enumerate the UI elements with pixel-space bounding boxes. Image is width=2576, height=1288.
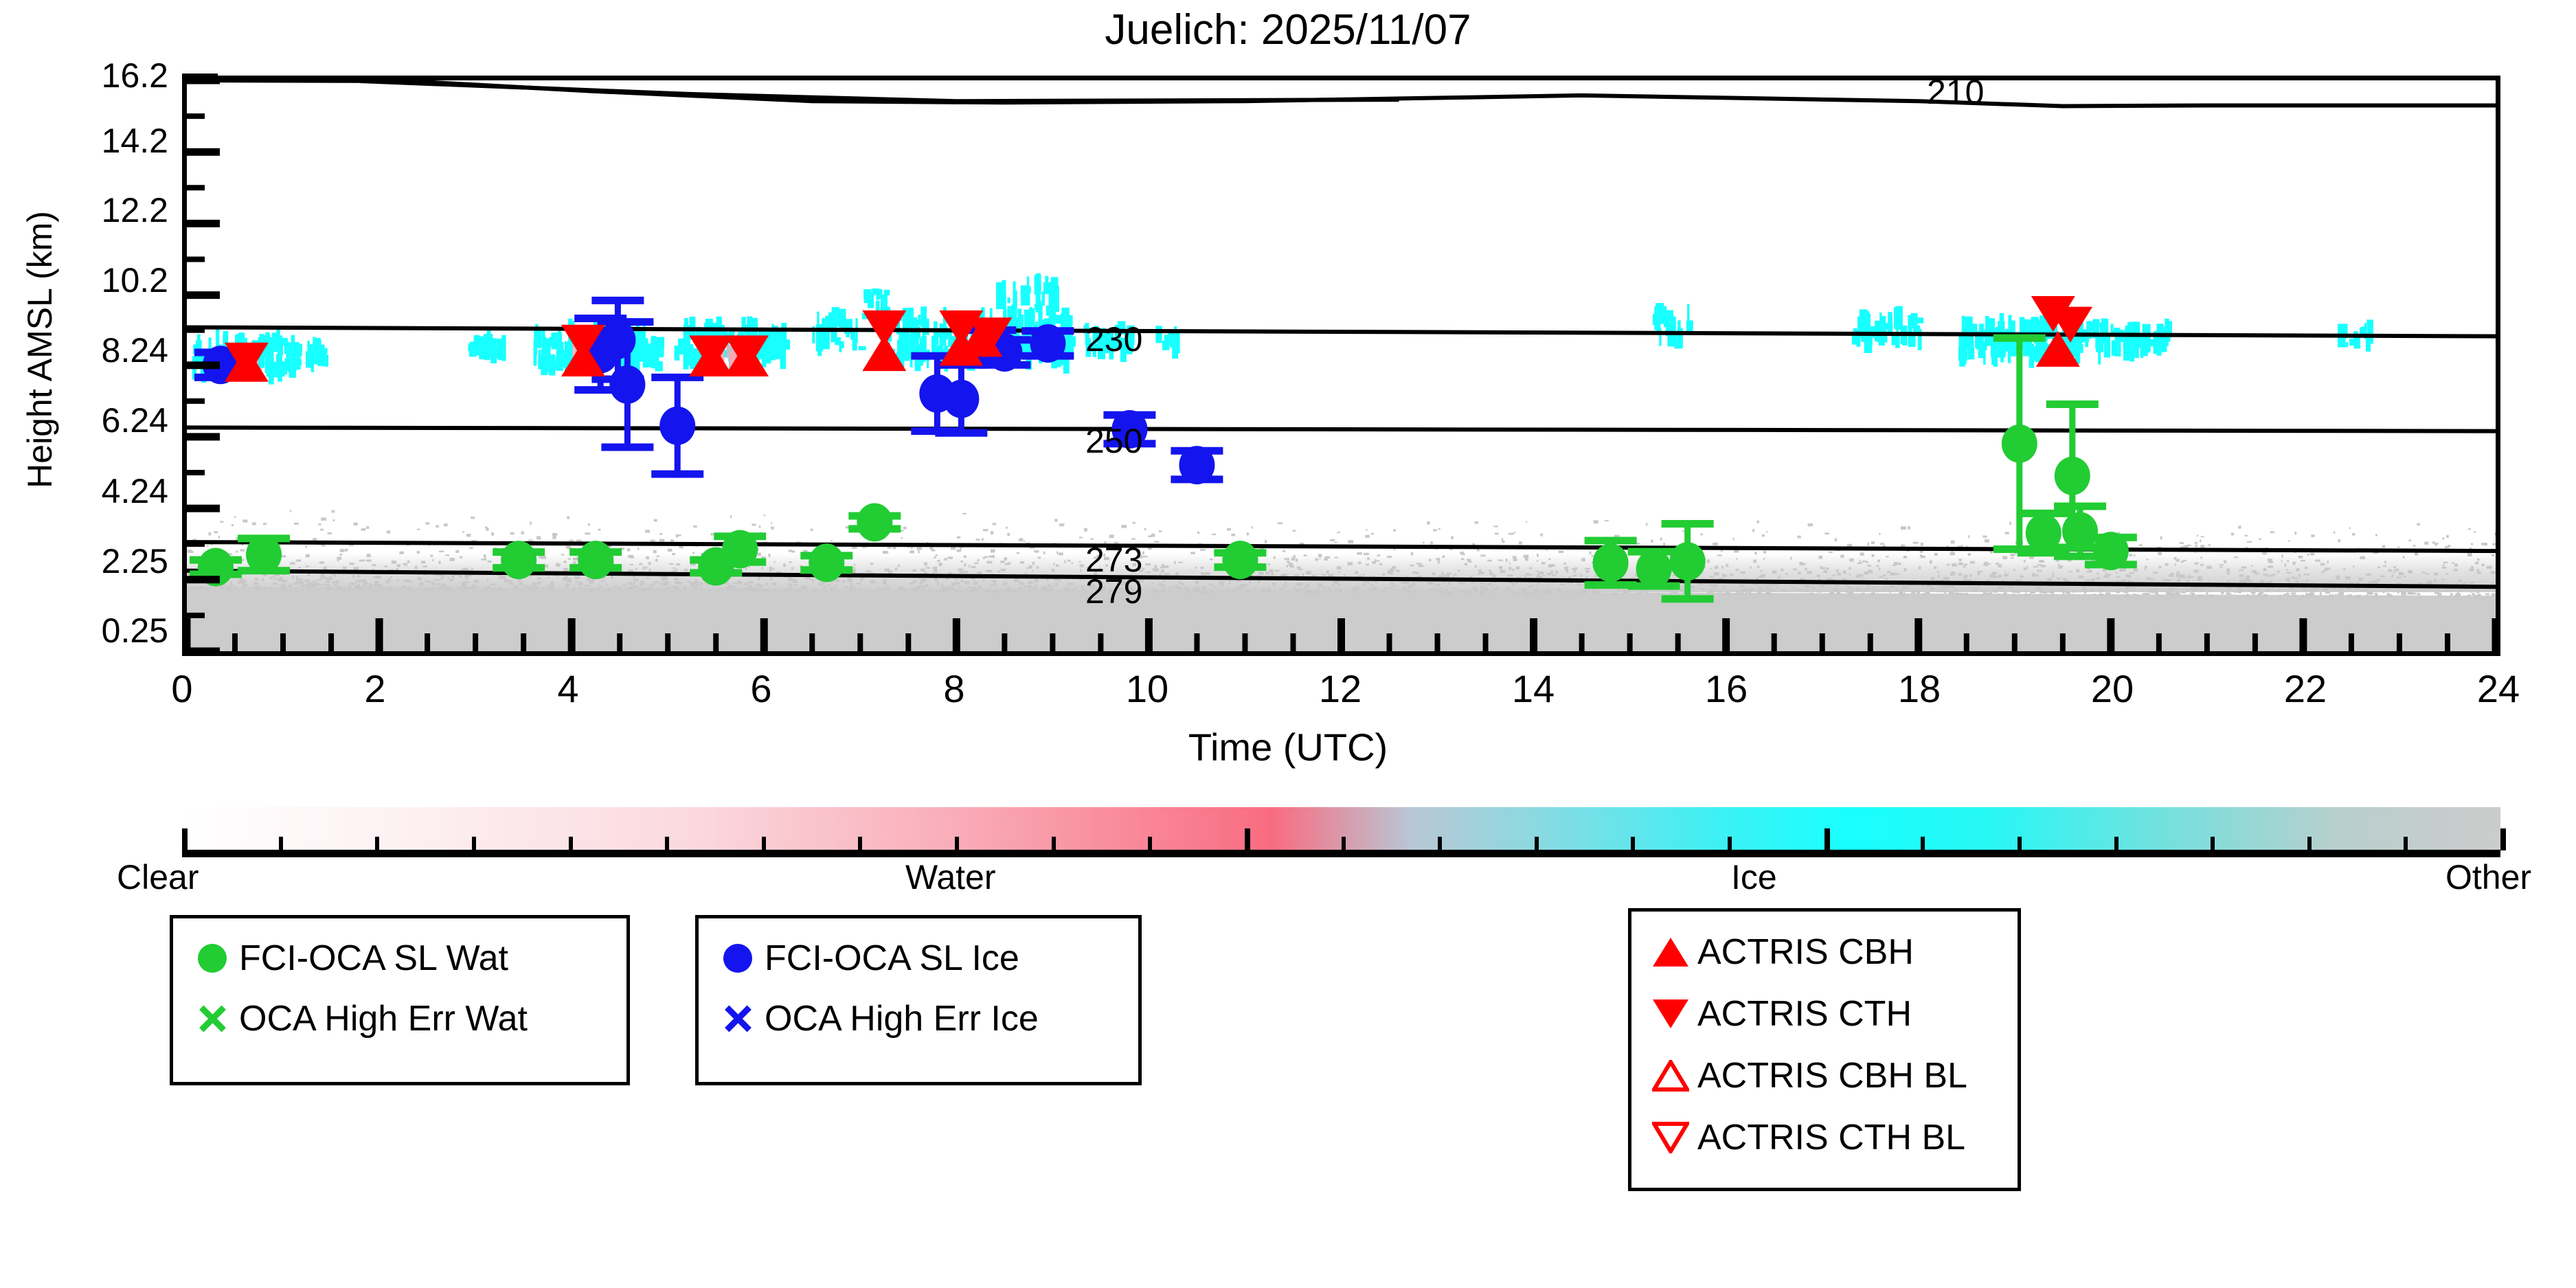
colorbar-tick	[2404, 837, 2408, 850]
colorbar-tick	[1148, 837, 1153, 850]
x-tick-label: 2	[364, 667, 386, 710]
colorbar-label-other: Other	[2445, 858, 2532, 896]
colorbar-label-clear: Clear	[117, 858, 199, 896]
legend-actris: ACTRIS CBH ACTRIS CTH ACTRIS CBH BL ACTR…	[1628, 908, 2021, 1191]
x-tick-label: 16	[1704, 667, 1748, 710]
legend-label: ACTRIS CBH	[1697, 932, 1914, 972]
colorbar-tick	[858, 837, 863, 850]
colorbar-tick	[1824, 828, 1830, 850]
triangle-down-open-icon	[1644, 1122, 1697, 1153]
triangle-up-icon	[1644, 938, 1697, 967]
colorbar-tick	[1438, 837, 1443, 850]
legend-item[interactable]: ACTRIS CTH BL	[1644, 1107, 2002, 1168]
page-title: Juelich: 2025/11/07	[1105, 6, 1471, 54]
colorbar-tick	[665, 837, 670, 850]
x-tick-label: 10	[1125, 667, 1169, 710]
y-tick-label: 14.2	[101, 122, 168, 160]
y-tick-label: 4.24	[101, 472, 168, 510]
colorbar-tick	[2017, 837, 2022, 850]
x-tick-label: 0	[171, 667, 193, 710]
colorbar-tick	[2114, 837, 2119, 850]
y-tick-label: 2.25	[101, 542, 168, 580]
y-tick-label: 6.24	[101, 401, 168, 440]
x-tick-label: 18	[1897, 667, 1941, 710]
colorbar-tick	[2211, 837, 2215, 850]
colorbar-tick	[375, 837, 380, 850]
y-tick-label: 0.25	[101, 611, 168, 650]
y-tick-label: 16.2	[101, 56, 168, 95]
x-axis-label: Time (UTC)	[1188, 725, 1388, 769]
legend-item[interactable]: ACTRIS CBH	[1644, 921, 2002, 983]
legend-water: FCI-OCA SL Wat OCA High Err Wat	[170, 915, 630, 1085]
legend-label: OCA High Err Ice	[765, 999, 1039, 1039]
colorbar-tick	[955, 837, 959, 850]
triangle-up-open-icon	[1644, 1060, 1697, 1092]
legend-item[interactable]: OCA High Err Ice	[711, 988, 1123, 1049]
x-tick-label: 20	[2090, 667, 2134, 710]
colorbar-tick	[2307, 837, 2312, 850]
colorbar-tick	[1341, 837, 1346, 850]
y-tick-label: 12.2	[101, 191, 168, 229]
legend-label: FCI-OCA SL Ice	[765, 938, 1019, 978]
x-tick-label: 14	[1511, 667, 1555, 710]
chart-canvas	[187, 80, 2496, 651]
x-mark-icon	[185, 1003, 239, 1035]
legend-label: ACTRIS CTH	[1697, 994, 1912, 1034]
colorbar-tick	[1244, 828, 1250, 850]
y-tick-label: 8.24	[101, 331, 168, 370]
legend-item[interactable]: ACTRIS CTH	[1644, 983, 2002, 1045]
x-tick-label: 6	[750, 667, 772, 710]
colorbar-tick	[1051, 837, 1056, 850]
legend-label: OCA High Err Wat	[239, 999, 528, 1039]
y-tick-label: 10.2	[101, 261, 168, 300]
filled-circle-icon	[185, 944, 239, 973]
colorbar-baseline	[182, 850, 2500, 857]
legend-label: ACTRIS CTH BL	[1697, 1118, 1966, 1157]
colorbar-tick	[761, 837, 766, 850]
legend-item[interactable]: FCI-OCA SL Wat	[185, 928, 611, 988]
legend-label: FCI-OCA SL Wat	[239, 938, 508, 978]
legend-item[interactable]: ACTRIS CBH BL	[1644, 1045, 2002, 1107]
x-tick-label: 4	[557, 667, 579, 710]
colorbar-tick	[182, 828, 188, 850]
legend-ice: FCI-OCA SL Ice OCA High Err Ice	[695, 915, 1142, 1085]
x-tick-label: 22	[2283, 667, 2327, 710]
isotherm-label-230: 230	[1085, 320, 1143, 359]
colorbar-label-water: Water	[905, 858, 996, 896]
x-tick-label: 8	[943, 667, 965, 710]
legend-item[interactable]: OCA High Err Wat	[185, 988, 611, 1049]
isotherm-label-210: 210	[1927, 73, 1985, 111]
legend-item[interactable]: FCI-OCA SL Ice	[711, 928, 1123, 988]
chart-plot-area	[182, 76, 2500, 656]
triangle-down-icon	[1644, 999, 1697, 1028]
colorbar-label-ice: Ice	[1731, 858, 1777, 896]
isotherm-label-279: 279	[1085, 572, 1143, 611]
colorbar-tick	[1728, 837, 1732, 850]
filled-circle-icon	[711, 944, 765, 973]
colorbar-tick	[2500, 828, 2506, 850]
isotherm-label-273: 273	[1085, 541, 1143, 579]
x-tick-label: 12	[1318, 667, 1362, 710]
x-tick-label: 24	[2476, 667, 2520, 710]
legend-label: ACTRIS CBH BL	[1697, 1056, 1967, 1096]
colorbar-tick	[1631, 837, 1636, 850]
colorbar-tick	[1534, 837, 1539, 850]
colorbar-tick	[278, 837, 283, 850]
colorbar-tick	[471, 837, 476, 850]
x-mark-icon	[711, 1003, 765, 1035]
isotherm-label-250: 250	[1085, 422, 1143, 460]
colorbar-tick	[568, 837, 573, 850]
colorbar-tick	[1921, 837, 1925, 850]
